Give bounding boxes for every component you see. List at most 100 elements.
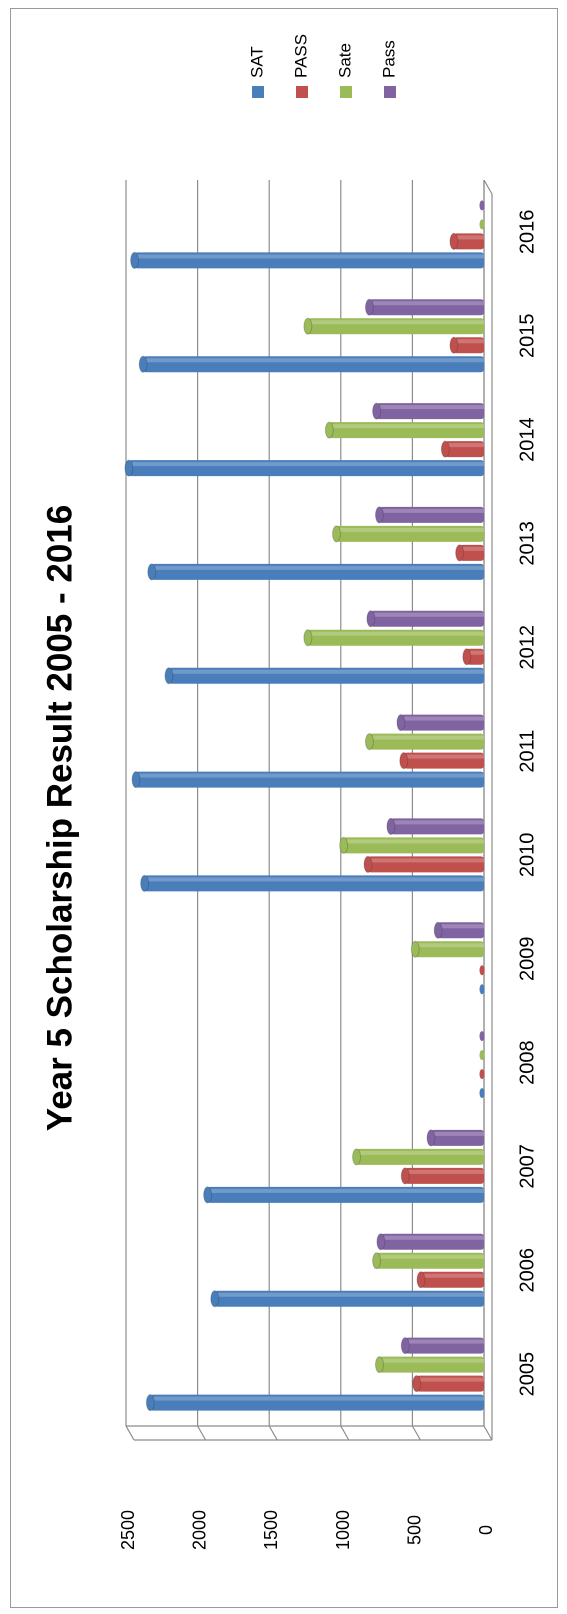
bar xyxy=(143,356,484,373)
bar xyxy=(356,1148,484,1165)
gridline-floor xyxy=(268,1425,278,1441)
bar-cap xyxy=(324,421,334,439)
bar xyxy=(376,403,484,420)
bar xyxy=(214,1290,484,1307)
bar-highlight xyxy=(369,735,484,740)
bar-stub xyxy=(479,965,485,976)
category-tick-label: 2009 xyxy=(516,937,538,982)
bar-cap xyxy=(332,525,342,543)
category-tick-label: 2007 xyxy=(516,1144,538,1189)
bar xyxy=(329,422,484,439)
bar-cap xyxy=(203,1186,213,1204)
gridline-floor xyxy=(125,1425,135,1441)
bar-highlight xyxy=(415,943,484,948)
category-tick-label: 2005 xyxy=(516,1352,538,1397)
bar xyxy=(466,648,484,665)
bar xyxy=(453,337,484,354)
bar-cap xyxy=(400,1337,410,1355)
bar-cap xyxy=(426,1129,436,1147)
gridline-floor xyxy=(197,1425,207,1441)
bar-highlight xyxy=(307,631,484,636)
bar-stub xyxy=(479,219,485,230)
bar-cap xyxy=(374,506,384,524)
legend-swatch xyxy=(384,86,396,98)
bar-highlight xyxy=(379,1358,484,1363)
bar-cap xyxy=(372,402,382,420)
bar-highlight xyxy=(144,877,484,882)
bar xyxy=(136,771,485,788)
bar xyxy=(380,1233,484,1250)
bar-highlight xyxy=(128,462,484,467)
bar xyxy=(405,1167,484,1184)
bar xyxy=(336,525,484,542)
bar-highlight xyxy=(143,358,484,363)
bar xyxy=(307,629,484,646)
bar-cap xyxy=(366,610,376,628)
bar-cap xyxy=(130,251,140,269)
bar-cap xyxy=(303,629,313,647)
bar-highlight xyxy=(466,650,484,655)
bar-cap xyxy=(374,1356,384,1374)
category-tick-label: 2016 xyxy=(516,210,538,255)
bar-cap xyxy=(124,459,134,477)
bar xyxy=(370,610,484,627)
bar-highlight xyxy=(459,546,484,551)
bar-cap xyxy=(140,874,150,892)
bar xyxy=(416,1375,484,1392)
bar xyxy=(403,752,484,769)
bar-highlight xyxy=(151,565,484,570)
bar-cap xyxy=(412,1375,422,1393)
value-tick-label: 1000 xyxy=(333,1510,353,1550)
bar-cap xyxy=(364,733,374,751)
bar xyxy=(168,667,484,684)
legend: SAT PASS Sate Pass xyxy=(247,34,398,98)
bar-cap xyxy=(396,714,406,732)
bar-cap xyxy=(449,336,459,354)
bar-highlight xyxy=(405,1339,484,1344)
bar-highlight xyxy=(329,424,484,429)
bar xyxy=(390,818,484,835)
bar xyxy=(400,714,484,731)
bar-highlight xyxy=(379,508,484,513)
bar xyxy=(150,1394,484,1411)
bar xyxy=(134,252,485,269)
bar-highlight xyxy=(420,1273,484,1278)
bar-stub xyxy=(479,1050,485,1061)
bar xyxy=(128,460,484,477)
bar-stub xyxy=(479,1069,485,1080)
bar-highlight xyxy=(403,754,484,759)
bar-cap xyxy=(416,1271,426,1289)
bar-highlight xyxy=(207,1188,484,1193)
bar-highlight xyxy=(380,1235,484,1240)
bar-cap xyxy=(433,921,443,939)
value-tick-label: 1500 xyxy=(261,1510,281,1550)
bar-highlight xyxy=(438,924,484,929)
bar-cap xyxy=(462,648,472,666)
bar xyxy=(453,233,484,250)
category-tick-label: 2006 xyxy=(516,1248,538,1293)
bar-highlight xyxy=(390,820,484,825)
bar-cap xyxy=(164,667,174,685)
bar xyxy=(431,1129,484,1146)
bar-cap xyxy=(449,232,459,250)
value-tick-label: 500 xyxy=(404,1515,424,1545)
legend-swatch xyxy=(296,86,308,98)
value-tick-label: 2000 xyxy=(190,1510,210,1550)
bar-cap xyxy=(363,855,373,873)
bar xyxy=(420,1271,484,1288)
category-tick-label: 2014 xyxy=(516,417,538,462)
bar-highlight xyxy=(136,773,485,778)
gridline-floor xyxy=(411,1425,421,1441)
bar-highlight xyxy=(445,443,484,448)
bar-highlight xyxy=(368,858,484,863)
bar-highlight xyxy=(168,669,484,674)
bar xyxy=(368,856,484,873)
bar xyxy=(459,544,484,561)
category-tick-label: 2011 xyxy=(516,730,538,773)
bar-cap xyxy=(376,1233,386,1251)
legend-swatch xyxy=(340,86,352,98)
bar-highlight xyxy=(150,1396,484,1401)
bar-stub xyxy=(479,984,485,995)
bar-highlight xyxy=(307,320,484,325)
bar-cap xyxy=(339,836,349,854)
